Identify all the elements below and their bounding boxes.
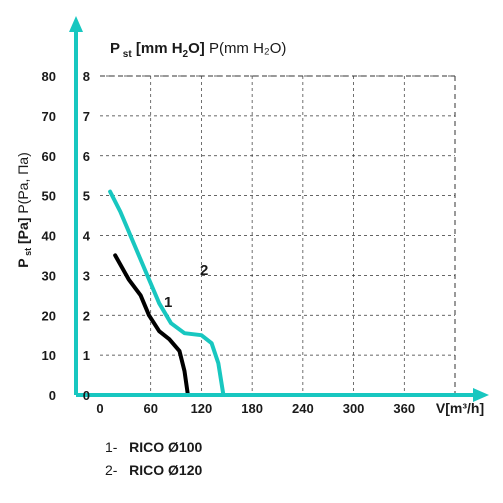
svg-text:300: 300	[343, 401, 365, 416]
svg-text:50: 50	[42, 189, 56, 204]
svg-text:P st [Pa] P(Pa, Па): P st [Pa] P(Pa, Па)	[15, 152, 33, 268]
legend-row-1: 1- RICO Ø100	[105, 436, 202, 458]
svg-text:4: 4	[83, 229, 91, 244]
svg-text:1: 1	[83, 348, 90, 363]
svg-text:120: 120	[191, 401, 213, 416]
svg-text:180: 180	[241, 401, 263, 416]
svg-text:60: 60	[42, 149, 56, 164]
svg-text:60: 60	[143, 401, 157, 416]
svg-text:20: 20	[42, 308, 56, 323]
svg-text:7: 7	[83, 109, 90, 124]
svg-text:6: 6	[83, 149, 90, 164]
svg-text:2: 2	[200, 262, 208, 279]
svg-text:360: 360	[393, 401, 415, 416]
legend-num-2: 2-	[105, 462, 117, 478]
legend: 1- RICO Ø100 2- RICO Ø120	[105, 436, 202, 481]
svg-text:0: 0	[49, 388, 56, 403]
svg-text:40: 40	[42, 229, 56, 244]
svg-text:80: 80	[42, 69, 56, 84]
svg-text:2: 2	[83, 308, 90, 323]
pressure-flow-chart: 1201020304050607080012345678060120180240…	[0, 0, 503, 503]
svg-text:0: 0	[96, 401, 103, 416]
title-bold: P st [mm H2O]	[110, 40, 209, 57]
legend-text-2: RICO Ø120	[129, 462, 202, 478]
legend-text-1: RICO Ø100	[129, 439, 202, 455]
legend-row-2: 2- RICO Ø120	[105, 459, 202, 481]
svg-text:30: 30	[42, 268, 56, 283]
svg-text:10: 10	[42, 348, 56, 363]
svg-text:240: 240	[292, 401, 314, 416]
top-axis-title: P st [mm H2O] P(mm H₂O)	[110, 40, 286, 60]
svg-text:3: 3	[83, 268, 90, 283]
title-plain: P(mm H₂O)	[209, 40, 286, 57]
svg-text:1: 1	[164, 294, 172, 311]
svg-text:70: 70	[42, 109, 56, 124]
svg-text:0: 0	[83, 388, 90, 403]
chart-svg: 1201020304050607080012345678060120180240…	[0, 0, 503, 503]
svg-text:5: 5	[83, 189, 90, 204]
svg-text:8: 8	[83, 69, 90, 84]
svg-text:V[m³/h]: V[m³/h]	[436, 400, 484, 416]
legend-num-1: 1-	[105, 439, 117, 455]
